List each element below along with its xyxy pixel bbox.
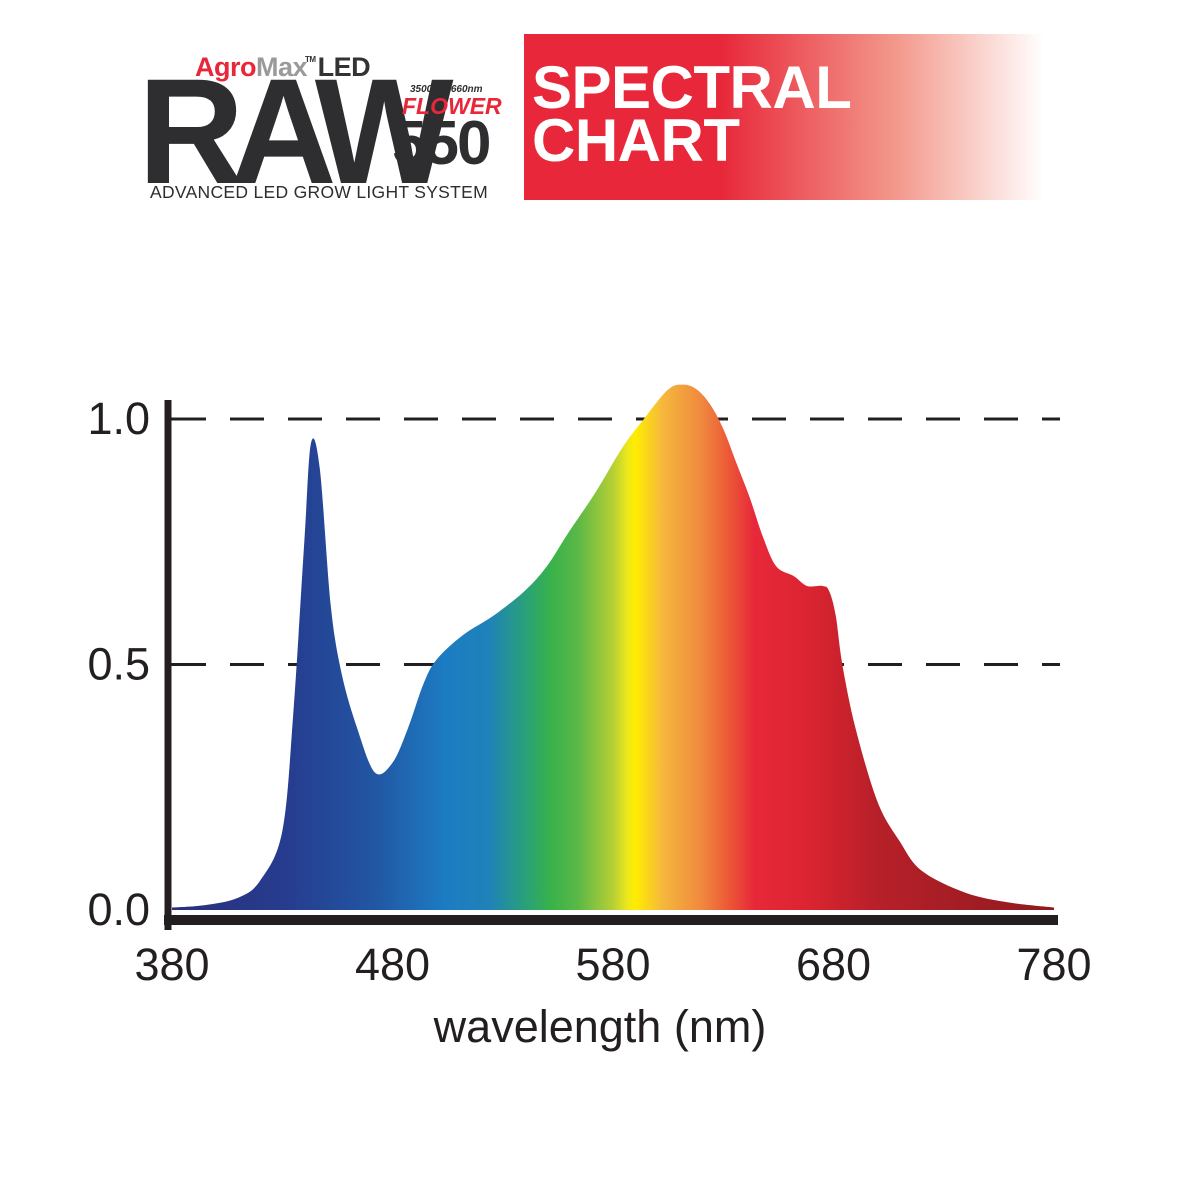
banner-title-line2: CHART — [532, 107, 740, 174]
brand-tagline: ADVANCED LED GROW LIGHT SYSTEM — [150, 182, 488, 202]
x-tick-label: 480 — [355, 939, 430, 990]
y-tick-label: 0.5 — [87, 639, 150, 690]
model-number: 550 — [392, 109, 491, 178]
trademark-mark: TM — [305, 55, 316, 64]
banner-title: SPECTRAL CHART — [532, 54, 952, 174]
spectrum-area — [172, 384, 1054, 910]
banner-title-line1: SPECTRAL — [532, 54, 852, 121]
brand-name: AgroMaxTMLED — [195, 52, 371, 83]
x-tick-label: 680 — [796, 939, 871, 990]
x-tick-label: 380 — [134, 939, 209, 990]
y-tick-label: 1.0 — [87, 393, 150, 444]
tick-labels: 380 480 580 680 780 0.0 0.5 1.0 — [87, 393, 1091, 990]
brand-led: LED — [317, 52, 371, 82]
variant-label: FLOWER — [402, 93, 502, 119]
x-tick-label: 780 — [1016, 939, 1091, 990]
product-name: RAW — [138, 47, 454, 215]
title-banner — [524, 34, 1044, 200]
x-axis-label: wavelength (nm) — [433, 1001, 767, 1052]
brand-header: AgroMaxTMLED RAW 3500K + 660nm FLOWER 55… — [0, 0, 1200, 240]
brand-max: Max — [256, 52, 308, 82]
brand-agro: Agro — [195, 52, 257, 82]
spectrum-spec: 3500K + 660nm — [410, 84, 483, 95]
axes — [164, 400, 1058, 930]
y-tick-label: 0.0 — [87, 884, 150, 935]
x-tick-label: 580 — [575, 939, 650, 990]
